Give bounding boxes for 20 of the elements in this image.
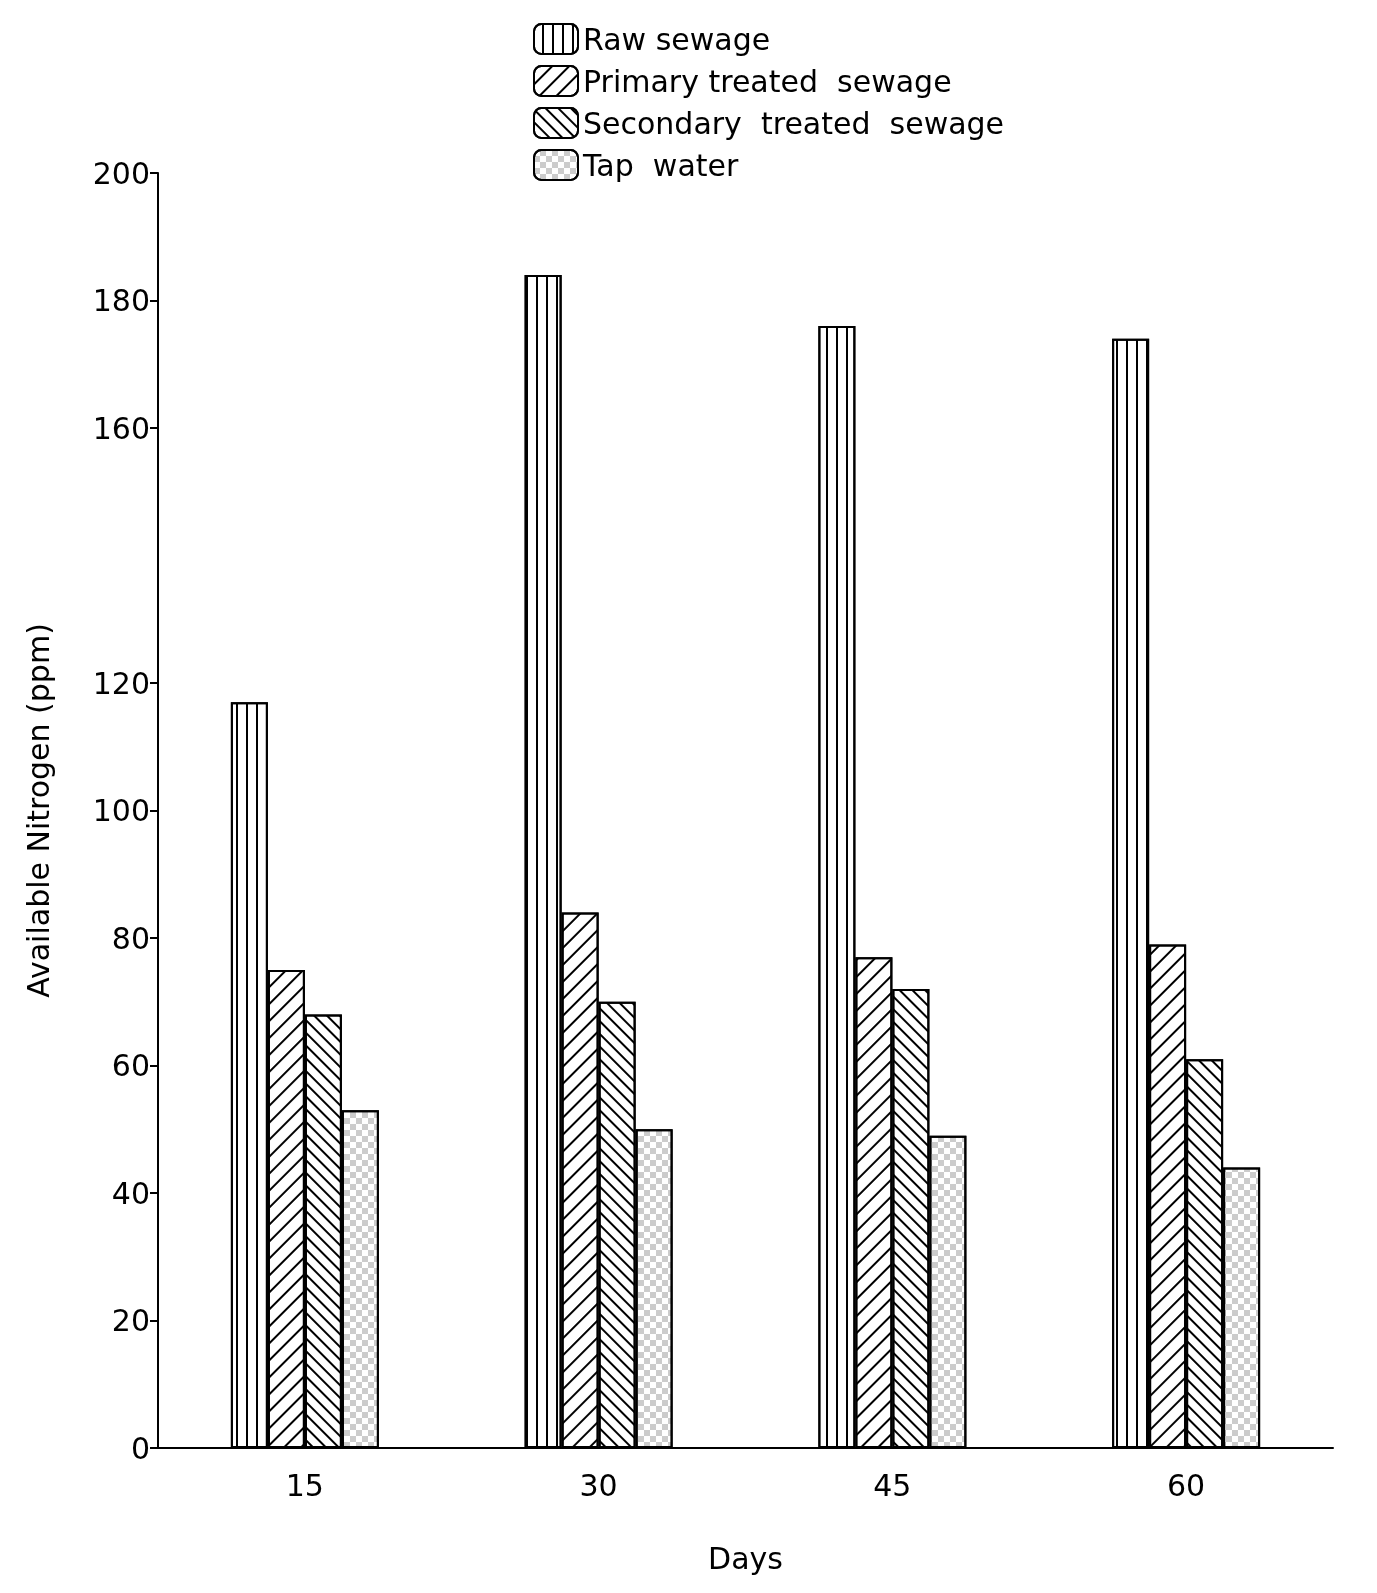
x-tick-label: 15 bbox=[285, 1467, 324, 1503]
y-tick-label: 60 bbox=[111, 1048, 150, 1083]
legend-label: Primary treated sewage bbox=[583, 63, 952, 99]
legend-label: Secondary treated sewage bbox=[583, 105, 1005, 141]
legend-label: Raw sewage bbox=[583, 21, 771, 57]
y-tick-label: 100 bbox=[92, 793, 150, 828]
legend-label: Tap water bbox=[582, 147, 739, 183]
y-tick-label: 200 bbox=[92, 155, 150, 191]
y-tick-label: 40 bbox=[111, 1175, 150, 1211]
y-tick-label: 0 bbox=[130, 1430, 150, 1466]
y-tick-label: 120 bbox=[92, 665, 150, 701]
x-tick-label: 60 bbox=[1167, 1467, 1206, 1503]
y-tick-label: 160 bbox=[92, 410, 150, 446]
y-tick-label: 180 bbox=[92, 283, 150, 318]
y-axis-title: Available Nitrogen (ppm) bbox=[20, 623, 56, 998]
x-axis-title: Days bbox=[708, 1540, 783, 1576]
x-tick-label: 30 bbox=[579, 1467, 618, 1503]
x-tick-label: 45 bbox=[873, 1467, 912, 1503]
y-tick-label: 80 bbox=[111, 920, 150, 956]
y-tick-label: 20 bbox=[111, 1303, 150, 1338]
